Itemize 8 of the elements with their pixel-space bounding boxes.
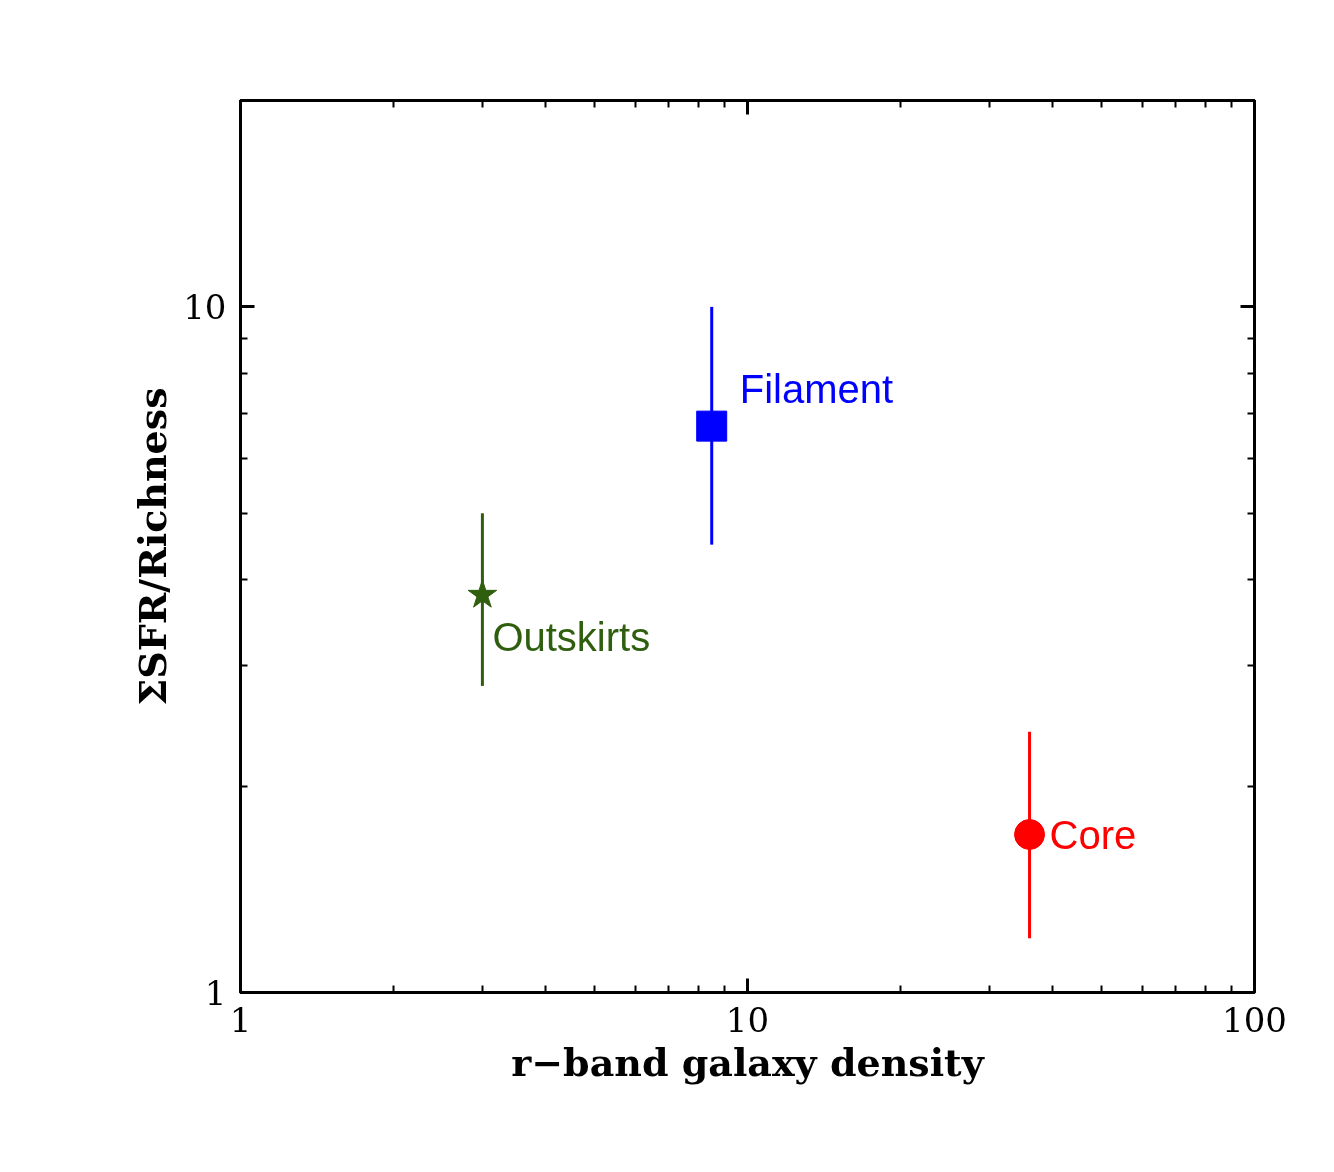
- series-label: Outskirts: [492, 614, 651, 659]
- x-tick-label: 10: [725, 999, 770, 1040]
- series-label: Filament: [739, 367, 894, 412]
- x-axis-title: r−band galaxy density: [511, 1039, 985, 1085]
- y-axis-title: ΣSFR/Richness: [130, 387, 176, 706]
- x-tick-label: 1: [229, 999, 252, 1040]
- x-tick-label: 100: [1222, 999, 1287, 1040]
- series-label: Core: [1049, 812, 1137, 857]
